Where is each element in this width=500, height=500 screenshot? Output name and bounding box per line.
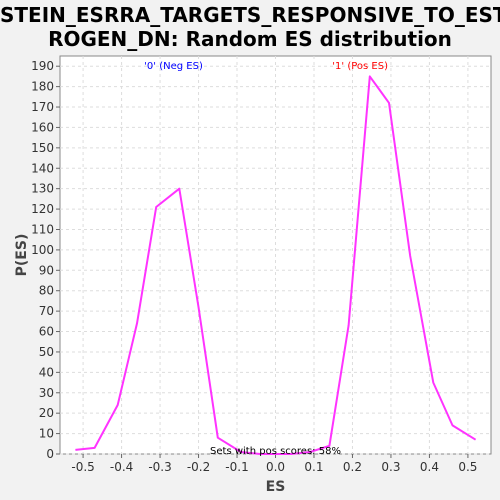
y-axis-label: P(ES) bbox=[14, 234, 30, 277]
x-tick-label: 0.5 bbox=[458, 460, 477, 474]
y-tick-label: 70 bbox=[39, 304, 54, 318]
y-tick-label: 30 bbox=[39, 386, 54, 400]
es-distribution-line bbox=[75, 75, 477, 455]
y-tick-label: 50 bbox=[39, 345, 54, 359]
x-tick-label: -0.4 bbox=[110, 460, 133, 474]
x-tick-label: 0.3 bbox=[381, 460, 400, 474]
x-tick-label: -0.5 bbox=[71, 460, 94, 474]
y-tick-label: 180 bbox=[31, 80, 54, 94]
x-axis-ticks: -0.5 -0.4 -0.3 -0.2 -0.1 0.0 0.1 0.2 0.3 0.4 0.5 bbox=[71, 454, 477, 474]
grid-lines bbox=[60, 56, 491, 455]
x-tick-label: 0.0 bbox=[266, 460, 285, 474]
y-tick-label: 120 bbox=[31, 202, 54, 216]
y-tick-label: 90 bbox=[39, 263, 54, 277]
y-tick-label: 130 bbox=[31, 182, 54, 196]
neg-es-label: '0' (Neg ES) bbox=[144, 61, 203, 72]
y-tick-label: 0 bbox=[46, 447, 54, 461]
x-tick-label: -0.2 bbox=[187, 460, 210, 474]
x-tick-label: 0.1 bbox=[304, 460, 323, 474]
x-tick-label: -0.3 bbox=[148, 460, 171, 474]
y-tick-label: 140 bbox=[31, 161, 54, 175]
y-tick-label: 190 bbox=[31, 59, 54, 73]
y-tick-label: 60 bbox=[39, 325, 54, 339]
chart-title-line-2: ROGEN_DN: Random ES distribution bbox=[48, 27, 452, 51]
x-tick-label: 0.2 bbox=[343, 460, 362, 474]
y-tick-label: 80 bbox=[39, 284, 54, 298]
pos-scores-label: Sets with pos scores: 58% bbox=[210, 446, 341, 457]
y-tick-label: 100 bbox=[31, 243, 54, 257]
pos-es-label: '1' (Pos ES) bbox=[332, 61, 388, 72]
x-axis-label: ES bbox=[266, 479, 286, 495]
y-axis-ticks: 0 10 20 30 40 50 60 70 80 90 100 110 120 130 140 150 160… bbox=[31, 59, 60, 461]
y-tick-label: 40 bbox=[39, 365, 54, 379]
y-tick-label: 160 bbox=[31, 120, 54, 134]
x-tick-label: 0.4 bbox=[420, 460, 439, 474]
chart-title-line-1: STEIN_ESRRA_TARGETS_RESPONSIVE_TO_EST bbox=[0, 3, 500, 27]
annotations: '0' (Neg ES) '1' (Pos ES) Sets with pos sc… bbox=[144, 61, 388, 457]
y-tick-label: 20 bbox=[39, 406, 54, 420]
y-tick-label: 170 bbox=[31, 100, 54, 114]
y-tick-label: 110 bbox=[31, 222, 54, 236]
y-tick-label: 10 bbox=[39, 427, 54, 441]
x-tick-label: -0.1 bbox=[225, 460, 248, 474]
y-tick-label: 150 bbox=[31, 141, 54, 155]
